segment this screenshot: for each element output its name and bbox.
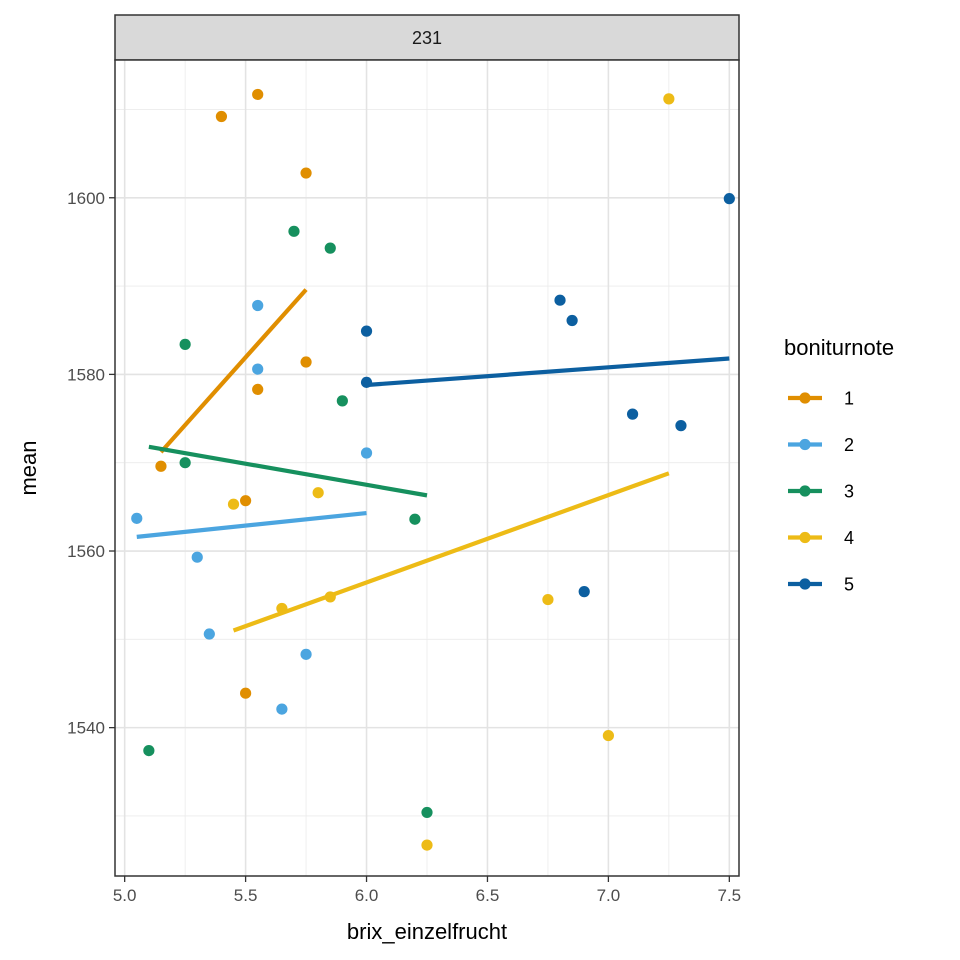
- major-gridlines: [115, 60, 739, 876]
- legend-key-point-5: [799, 578, 811, 590]
- data-point-5: [360, 376, 373, 388]
- facet-strip: [114, 14, 740, 61]
- data-point-2: [252, 363, 264, 375]
- data-point-4: [276, 602, 288, 615]
- data-point-1: [252, 88, 264, 101]
- legend-title: boniturnote: [784, 335, 894, 360]
- legend-label-1: 1: [844, 389, 854, 409]
- data-point-2: [276, 703, 288, 715]
- x-axis-title: brix_einzelfrucht: [347, 919, 507, 944]
- data-point-5: [675, 420, 687, 432]
- x-tick-label: 7.0: [597, 886, 621, 905]
- data-point-1: [240, 687, 252, 699]
- data-point-4: [312, 487, 324, 499]
- data-point-5: [578, 586, 590, 598]
- data-point-1: [240, 495, 252, 507]
- x-tick-label: 7.5: [718, 886, 742, 905]
- fit-line-2: [136, 510, 367, 539]
- legend-key-point-4: [799, 531, 811, 544]
- legend-key-point-2: [799, 438, 811, 451]
- data-point-3: [288, 225, 300, 237]
- fit-line-4: [232, 471, 670, 633]
- y-tick-label: 1600: [67, 189, 105, 208]
- data-point-4: [227, 498, 240, 510]
- x-tick-label: 5.5: [234, 886, 258, 905]
- data-point-3: [421, 806, 433, 819]
- data-points: [131, 88, 735, 851]
- data-point-2: [191, 551, 203, 563]
- legend: 1 2 3 4 5: [788, 389, 854, 595]
- legend-label-2: 2: [844, 435, 854, 455]
- x-tick-label: 6.5: [476, 886, 500, 905]
- data-point-2: [360, 447, 373, 459]
- y-axis-title: mean: [16, 440, 41, 495]
- data-point-4: [663, 93, 675, 105]
- fit-lines: [136, 288, 730, 633]
- legend-key-point-3: [799, 485, 811, 497]
- fit-line-1: [159, 288, 308, 454]
- fit-line-3: [148, 444, 428, 498]
- data-point-2: [131, 512, 143, 524]
- data-point-1: [252, 383, 264, 396]
- data-point-5: [626, 408, 639, 420]
- x-tick-label: 6.0: [355, 886, 379, 905]
- data-point-2: [300, 648, 312, 660]
- x-tick-label: 5.0: [113, 886, 137, 905]
- data-point-3: [143, 744, 155, 757]
- data-point-1: [300, 167, 312, 179]
- data-point-4: [602, 729, 614, 742]
- facet-label: 231: [412, 28, 442, 48]
- data-point-3: [409, 513, 421, 525]
- x-axis: 5.0 5.5 6.0 6.5 7.0 7.5: [113, 876, 741, 905]
- data-point-5: [723, 193, 735, 205]
- panel-border: [114, 59, 740, 877]
- data-point-3: [324, 242, 336, 254]
- data-point-3: [179, 457, 191, 469]
- data-point-2: [252, 299, 264, 312]
- y-tick-label: 1560: [67, 542, 105, 561]
- y-tick-label: 1540: [67, 719, 105, 738]
- data-point-4: [421, 839, 433, 851]
- data-point-5: [566, 314, 578, 327]
- y-tick-label: 1580: [67, 365, 105, 384]
- data-point-5: [360, 325, 373, 337]
- fit-line-5: [366, 356, 730, 388]
- data-point-4: [324, 591, 336, 603]
- data-point-2: [203, 628, 215, 640]
- data-point-4: [542, 593, 554, 606]
- data-point-5: [554, 294, 566, 306]
- y-axis: 1540 1560 1580 1600: [67, 189, 115, 738]
- data-point-1: [215, 110, 228, 123]
- legend-key-point-1: [799, 392, 811, 404]
- legend-label-4: 4: [844, 528, 854, 548]
- legend-label-5: 5: [844, 575, 854, 595]
- data-point-1: [300, 356, 312, 368]
- data-point-3: [179, 338, 191, 350]
- data-point-3: [336, 395, 348, 407]
- data-point-1: [155, 460, 167, 472]
- legend-label-3: 3: [844, 482, 854, 502]
